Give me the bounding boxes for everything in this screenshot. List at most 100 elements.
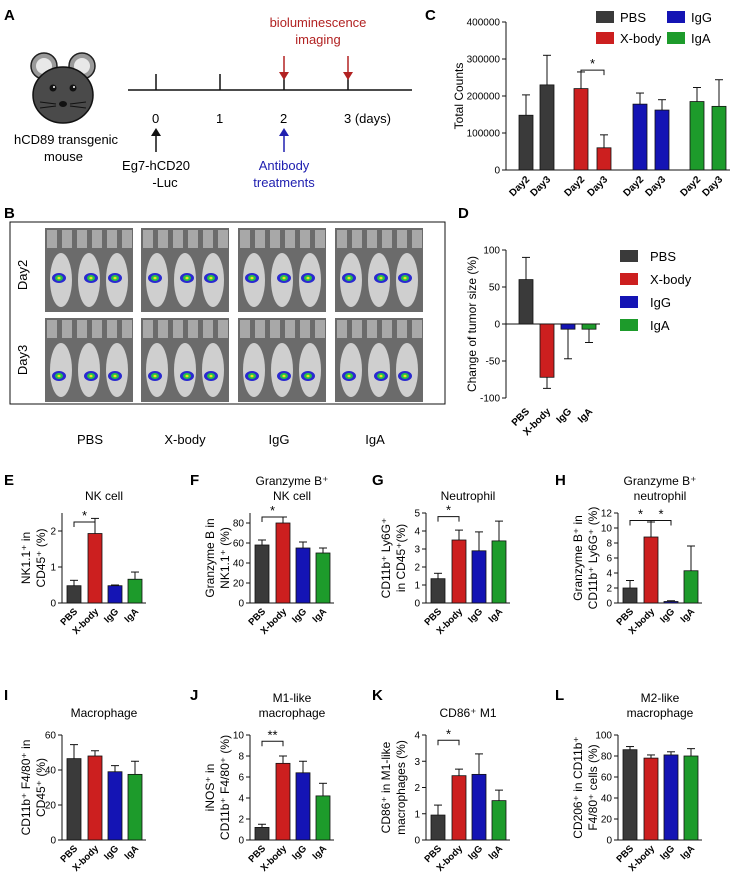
timeline-tick-3: 3 (days) bbox=[344, 111, 391, 126]
legend-swatch bbox=[620, 273, 638, 285]
y-tick-label: 100 bbox=[483, 246, 500, 257]
bar bbox=[471, 773, 487, 841]
cage-bar bbox=[143, 320, 153, 338]
y-tick-label: 400000 bbox=[467, 18, 501, 29]
signal-core bbox=[113, 276, 117, 280]
bar bbox=[107, 771, 123, 841]
significance-bracket bbox=[261, 740, 284, 747]
y-axis-label-line2: F4/80⁺ cells (%) bbox=[586, 744, 600, 830]
signal-core bbox=[347, 276, 351, 280]
category-label: IgG bbox=[290, 843, 309, 862]
y-tick-label: 40 bbox=[233, 559, 245, 570]
cage-bar bbox=[367, 320, 377, 338]
mouse-body bbox=[299, 343, 321, 397]
y-tick-label: 20 bbox=[45, 801, 57, 812]
cage-bar bbox=[218, 320, 228, 338]
cage-bar bbox=[107, 230, 117, 248]
cage-bar bbox=[382, 320, 392, 338]
y-tick-label: 60 bbox=[233, 539, 245, 550]
mouse-body bbox=[146, 343, 168, 397]
significance-bracket bbox=[580, 69, 605, 76]
bar bbox=[622, 587, 638, 604]
y-tick-label: 80 bbox=[233, 519, 245, 530]
mouse-body bbox=[78, 343, 100, 397]
panel-label-b: B bbox=[4, 205, 15, 222]
cage-bar bbox=[188, 320, 198, 338]
significance-marker: * bbox=[82, 508, 87, 523]
y-axis-label: Change of tumor size (%) bbox=[465, 256, 479, 392]
bar bbox=[663, 601, 679, 604]
imaging-tiles bbox=[45, 228, 423, 402]
imaging-tile bbox=[238, 228, 326, 312]
mouse-body bbox=[106, 343, 128, 397]
cage-bar bbox=[337, 320, 347, 338]
cage-bar bbox=[107, 320, 117, 338]
mouse-icon bbox=[30, 52, 96, 124]
cage-bar bbox=[77, 230, 87, 248]
signal-core bbox=[403, 374, 407, 378]
cage-bar bbox=[352, 320, 362, 338]
y-axis-label-line2: NK1.1⁺ (%) bbox=[218, 527, 232, 589]
signal-core bbox=[185, 276, 189, 280]
y-tick-label: 40 bbox=[601, 794, 613, 805]
cage-bar bbox=[285, 320, 295, 338]
legend-label: X-body bbox=[620, 31, 662, 46]
category-label: Day3 bbox=[700, 174, 725, 199]
timeline-tick-1: 1 bbox=[216, 111, 223, 126]
y-tick-label: 4 bbox=[414, 731, 420, 742]
panel-label-e: E bbox=[4, 472, 14, 489]
cage-bar bbox=[122, 320, 132, 338]
y-axis-label-line1: CD11b⁺ F4/80⁺ in bbox=[19, 740, 33, 836]
legend-swatch bbox=[620, 250, 638, 262]
category-label: IgA bbox=[487, 606, 506, 625]
bar bbox=[560, 323, 576, 330]
legend-swatch bbox=[667, 11, 685, 23]
y-tick-label: 8 bbox=[606, 539, 612, 550]
bar bbox=[581, 323, 597, 330]
imaging-tile bbox=[141, 228, 229, 312]
cage-bar bbox=[62, 230, 72, 248]
signal-core bbox=[209, 276, 213, 280]
bar bbox=[295, 772, 311, 841]
y-tick-label: 5 bbox=[414, 509, 420, 520]
category-label: IgG bbox=[466, 606, 485, 625]
cage-bar bbox=[158, 230, 168, 248]
y-tick-label: 0 bbox=[606, 836, 612, 847]
bar bbox=[66, 585, 82, 604]
cage-bar bbox=[158, 320, 168, 338]
bar bbox=[491, 800, 507, 841]
legend-swatch bbox=[596, 11, 614, 23]
y-tick-label: 40 bbox=[45, 766, 57, 777]
y-tick-label: 0 bbox=[50, 599, 56, 610]
category-label: IgA bbox=[311, 843, 330, 862]
cage-bar bbox=[240, 230, 250, 248]
y-tick-label: 4 bbox=[606, 569, 612, 580]
category-label: Day3 bbox=[528, 174, 553, 199]
legend-label: PBS bbox=[650, 249, 676, 264]
bar bbox=[573, 88, 589, 171]
bar bbox=[275, 522, 291, 604]
cage-bar bbox=[218, 230, 228, 248]
signal-core bbox=[113, 374, 117, 378]
mouse-body bbox=[174, 343, 196, 397]
chart-title: Neutrophil bbox=[441, 489, 496, 503]
bar bbox=[254, 827, 270, 841]
chart-title: CD86⁺ M1 bbox=[439, 706, 496, 720]
y-tick-label: 0 bbox=[606, 599, 612, 610]
signal-core bbox=[250, 374, 254, 378]
category-label: IgA bbox=[487, 843, 506, 862]
bar bbox=[643, 536, 659, 604]
cage-bar bbox=[412, 230, 422, 248]
category-label: IgG bbox=[658, 606, 677, 625]
category-label: IgA bbox=[123, 843, 142, 862]
cage-bar bbox=[300, 230, 310, 248]
mouse-body bbox=[368, 343, 390, 397]
cage-bar bbox=[285, 230, 295, 248]
cage-bar bbox=[270, 230, 280, 248]
cage-bar bbox=[352, 230, 362, 248]
panel-label-d: D bbox=[458, 205, 469, 222]
